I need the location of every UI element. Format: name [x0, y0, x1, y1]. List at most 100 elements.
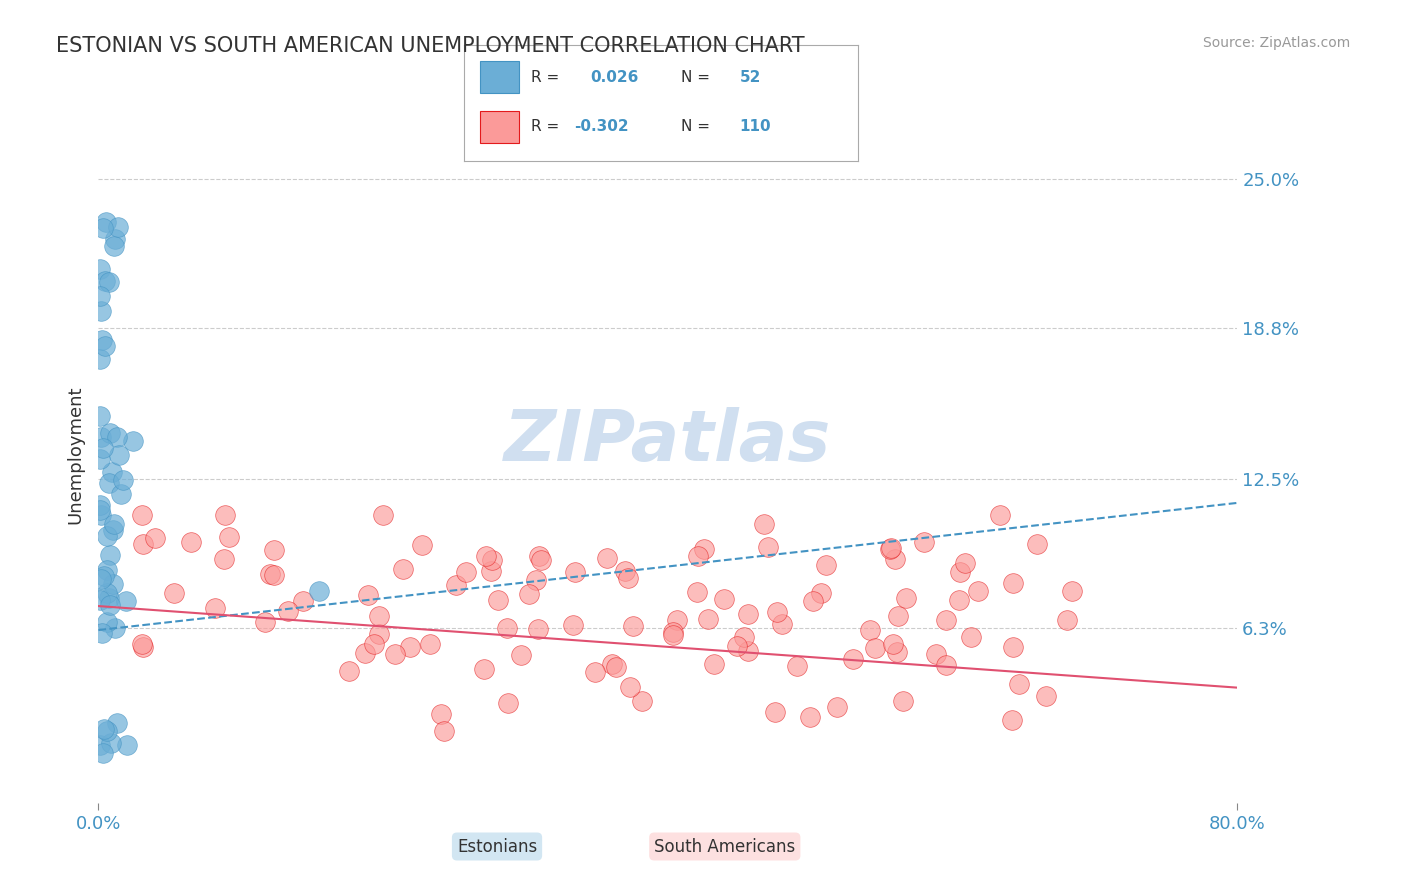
Point — [475, 549, 498, 564]
Point — [883, 552, 905, 566]
Point — [89, 498, 111, 512]
Point — [308, 584, 330, 599]
Point — [949, 565, 972, 579]
Point — [371, 508, 394, 522]
Point — [89, 452, 111, 467]
Point — [733, 630, 755, 644]
Point — [631, 694, 654, 708]
Point — [562, 618, 585, 632]
Point — [100, 465, 122, 479]
Point — [131, 636, 153, 650]
Point — [433, 723, 456, 738]
Point — [107, 715, 129, 730]
Point — [132, 537, 155, 551]
Point — [617, 571, 640, 585]
Point — [89, 261, 111, 276]
Point — [114, 594, 136, 608]
Point — [496, 696, 519, 710]
Point — [882, 637, 904, 651]
Point — [815, 558, 838, 572]
Point — [89, 288, 111, 302]
Point — [988, 508, 1011, 522]
Point — [89, 738, 111, 752]
Point — [891, 694, 914, 708]
Point — [115, 738, 138, 752]
Point — [886, 645, 908, 659]
Point — [143, 532, 166, 546]
Point — [419, 637, 441, 651]
Point — [103, 239, 125, 253]
Point — [93, 568, 115, 582]
Point — [859, 623, 882, 637]
Text: R =: R = — [531, 120, 560, 135]
Point — [100, 425, 122, 440]
Point — [825, 700, 848, 714]
Point — [107, 448, 129, 462]
Point — [697, 612, 720, 626]
Point — [98, 591, 121, 606]
Point — [90, 304, 112, 318]
Point — [948, 593, 970, 607]
Point — [1001, 575, 1024, 590]
FancyBboxPatch shape — [479, 61, 519, 94]
Point — [486, 592, 509, 607]
Point — [104, 232, 127, 246]
Point — [204, 601, 226, 615]
Point — [411, 538, 433, 552]
Point — [96, 563, 118, 577]
Point — [101, 523, 124, 537]
Point — [384, 647, 406, 661]
Point — [842, 652, 865, 666]
Point — [253, 615, 276, 630]
Point — [263, 567, 285, 582]
Point — [391, 562, 413, 576]
Point — [131, 508, 153, 522]
Point — [90, 430, 112, 444]
Point — [214, 552, 236, 566]
Point — [367, 608, 389, 623]
Text: ZIPatlas: ZIPatlas — [505, 407, 831, 475]
Y-axis label: Unemployment: Unemployment — [66, 385, 84, 524]
Point — [935, 657, 957, 672]
Point — [110, 486, 132, 500]
Text: -0.302: -0.302 — [574, 120, 628, 135]
Point — [737, 644, 759, 658]
Point — [89, 409, 111, 423]
Point — [363, 637, 385, 651]
Text: ESTONIAN VS SOUTH AMERICAN UNEMPLOYMENT CORRELATION CHART: ESTONIAN VS SOUTH AMERICAN UNEMPLOYMENT … — [56, 36, 804, 55]
Point — [894, 591, 917, 605]
Point — [1035, 689, 1057, 703]
Point — [368, 627, 391, 641]
Point — [122, 434, 145, 449]
Point — [291, 594, 314, 608]
Point — [880, 541, 903, 556]
Point — [91, 746, 114, 760]
Point — [1001, 714, 1024, 728]
Point — [725, 639, 748, 653]
Point — [337, 664, 360, 678]
Point — [180, 534, 202, 549]
Point — [510, 648, 533, 663]
Point — [803, 594, 825, 608]
Point — [621, 618, 644, 632]
Point — [863, 641, 886, 656]
Point — [93, 220, 115, 235]
Point — [429, 706, 451, 721]
Point — [662, 625, 685, 640]
Point — [96, 529, 118, 543]
Point — [91, 441, 114, 455]
Point — [98, 548, 121, 562]
Point — [96, 586, 118, 600]
Point — [955, 556, 977, 570]
Point — [456, 566, 478, 580]
Text: South Americans: South Americans — [654, 838, 796, 855]
Point — [100, 736, 122, 750]
Point — [214, 508, 236, 522]
Point — [132, 640, 155, 654]
Point — [101, 577, 124, 591]
Point — [960, 630, 983, 644]
Point — [163, 586, 186, 600]
Point — [756, 541, 779, 555]
Point — [713, 592, 735, 607]
Point — [1056, 613, 1078, 627]
